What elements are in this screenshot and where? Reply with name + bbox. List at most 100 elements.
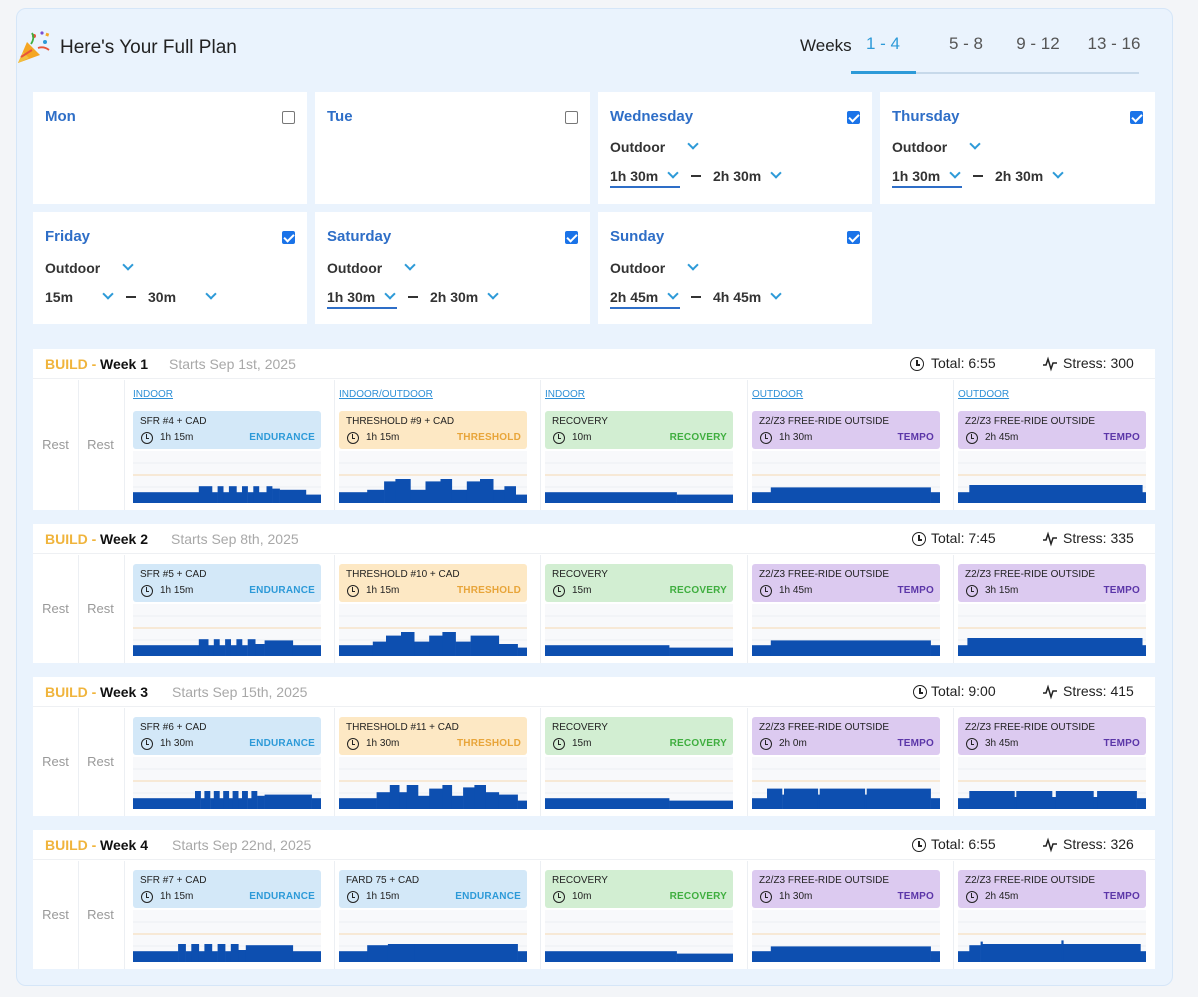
column-divider — [540, 555, 541, 663]
chevron-down-icon[interactable] — [687, 259, 699, 271]
workout[interactable]: THRESHOLD #11 + CAD 1h 30m THRESHOLD — [339, 677, 527, 816]
workout-card[interactable]: Z2/Z3 FREE-RIDE OUTSIDE 2h 45m TEMPO — [958, 870, 1146, 908]
workout-card[interactable]: Z2/Z3 FREE-RIDE OUTSIDE 1h 30m TEMPO — [752, 411, 940, 449]
chevron-down-icon[interactable] — [1052, 167, 1064, 179]
max-duration-select[interactable]: 2h 30m — [713, 168, 762, 184]
chevron-down-icon[interactable] — [487, 288, 499, 300]
workout[interactable]: OUTDOOR Z2/Z3 FREE-RIDE OUTSIDE 1h 30m T… — [752, 349, 940, 510]
day-checkbox[interactable] — [282, 111, 295, 124]
tab-weeks-9-12[interactable]: 9 - 12 — [1016, 34, 1060, 53]
workout-card[interactable]: Z2/Z3 FREE-RIDE OUTSIDE 3h 15m TEMPO — [958, 564, 1146, 602]
workout-location-link[interactable]: OUTDOOR — [752, 389, 804, 400]
chevron-down-icon[interactable] — [687, 138, 699, 150]
tab-weeks-5-8[interactable]: 5 - 8 — [948, 34, 984, 53]
chevron-down-icon[interactable] — [102, 288, 114, 300]
week-label: Week 2 — [100, 531, 148, 547]
max-duration-select[interactable]: 2h 30m — [995, 168, 1044, 184]
workout-name: Z2/Z3 FREE-RIDE OUTSIDE — [759, 722, 890, 733]
workout[interactable]: Z2/Z3 FREE-RIDE OUTSIDE 2h 45m TEMPO — [958, 830, 1146, 969]
min-duration-select[interactable]: 1h 30m — [610, 168, 659, 184]
min-duration-select[interactable]: 2h 45m — [610, 289, 659, 305]
power-bar — [1140, 951, 1146, 962]
ride-type-select[interactable]: Outdoor — [892, 139, 948, 155]
day-checkbox[interactable] — [565, 111, 578, 124]
workout[interactable]: THRESHOLD #10 + CAD 1h 15m THRESHOLD — [339, 524, 527, 663]
chevron-down-icon[interactable] — [770, 167, 782, 179]
workout[interactable]: SFR #7 + CAD 1h 15m ENDURANCE — [133, 830, 321, 969]
workout[interactable]: Z2/Z3 FREE-RIDE OUTSIDE 2h 0m TEMPO — [752, 677, 940, 816]
ride-type-select[interactable]: Outdoor — [45, 260, 101, 276]
min-duration-select[interactable]: 15m — [45, 289, 74, 305]
ride-type-select[interactable]: Outdoor — [610, 260, 666, 276]
workout[interactable]: Z2/Z3 FREE-RIDE OUTSIDE 1h 45m TEMPO — [752, 524, 940, 663]
max-duration-select[interactable]: 2h 30m — [430, 289, 479, 305]
chevron-down-icon[interactable] — [384, 288, 396, 300]
chevron-down-icon[interactable] — [969, 138, 981, 150]
workout-card[interactable]: RECOVERY 10m RECOVERY — [545, 870, 733, 908]
week-header: BUILD - Week 4 Starts Sep 22nd, 2025 Tot… — [33, 830, 1155, 860]
workout-card[interactable]: RECOVERY 15m RECOVERY — [545, 717, 733, 755]
workout[interactable]: INDOOR RECOVERY 10m RECOVERY — [545, 349, 733, 510]
workout-card[interactable]: SFR #4 + CAD 1h 15m ENDURANCE — [133, 411, 321, 449]
tab-weeks-1-4[interactable]: 1 - 4 — [865, 34, 901, 53]
workout[interactable]: INDOOR SFR #4 + CAD 1h 15m ENDURANCE — [133, 349, 321, 510]
column-divider — [953, 380, 954, 510]
chevron-down-icon[interactable] — [770, 288, 782, 300]
workout[interactable]: SFR #6 + CAD 1h 30m ENDURANCE — [133, 677, 321, 816]
day-checkbox[interactable] — [847, 231, 860, 244]
workout-location-link[interactable]: OUTDOOR — [958, 389, 1010, 400]
workout[interactable]: FARD 75 + CAD 1h 15m ENDURANCE — [339, 830, 527, 969]
workout[interactable]: Z2/Z3 FREE-RIDE OUTSIDE 1h 30m TEMPO — [752, 830, 940, 969]
power-bar — [217, 486, 224, 503]
workout-card[interactable]: Z2/Z3 FREE-RIDE OUTSIDE 1h 30m TEMPO — [752, 870, 940, 908]
min-duration-select[interactable]: 1h 30m — [892, 168, 941, 184]
chevron-down-icon[interactable] — [404, 259, 416, 271]
workout[interactable]: Z2/Z3 FREE-RIDE OUTSIDE 3h 15m TEMPO — [958, 524, 1146, 663]
day-checkbox[interactable] — [1130, 111, 1143, 124]
workout-card[interactable]: Z2/Z3 FREE-RIDE OUTSIDE 2h 0m TEMPO — [752, 717, 940, 755]
workout-card[interactable]: THRESHOLD #9 + CAD 1h 15m THRESHOLD — [339, 411, 527, 449]
day-checkbox[interactable] — [565, 231, 578, 244]
workout-location-link[interactable]: INDOOR — [133, 389, 173, 400]
workout[interactable]: RECOVERY 15m RECOVERY — [545, 677, 733, 816]
tab-weeks-13-16[interactable]: 13 - 16 — [1087, 34, 1141, 53]
workout-location-link[interactable]: INDOOR/OUTDOOR — [339, 389, 433, 400]
chevron-down-icon[interactable] — [205, 288, 217, 300]
workout[interactable]: OUTDOOR Z2/Z3 FREE-RIDE OUTSIDE 2h 45m T… — [958, 349, 1146, 510]
workout-card[interactable]: SFR #7 + CAD 1h 15m ENDURANCE — [133, 870, 321, 908]
power-bar — [255, 644, 265, 656]
chevron-down-icon[interactable] — [667, 288, 679, 300]
power-bar — [212, 492, 218, 503]
ride-type-select[interactable]: Outdoor — [610, 139, 666, 155]
workout-power-chart — [752, 757, 940, 809]
max-duration-select[interactable]: 30m — [148, 289, 177, 305]
workout-card[interactable]: RECOVERY 10m RECOVERY — [545, 411, 733, 449]
workout[interactable]: Z2/Z3 FREE-RIDE OUTSIDE 3h 45m TEMPO — [958, 677, 1146, 816]
day-checkbox[interactable] — [847, 111, 860, 124]
workout-card[interactable]: SFR #5 + CAD 1h 15m ENDURANCE — [133, 564, 321, 602]
workout[interactable]: INDOOR/OUTDOOR THRESHOLD #9 + CAD 1h 15m… — [339, 349, 527, 510]
ride-type-select[interactable]: Outdoor — [327, 260, 383, 276]
max-duration-select[interactable]: 4h 45m — [713, 289, 762, 305]
workout-name: THRESHOLD #10 + CAD — [346, 569, 460, 580]
workout-card[interactable]: SFR #6 + CAD 1h 30m ENDURANCE — [133, 717, 321, 755]
workout[interactable]: RECOVERY 15m RECOVERY — [545, 524, 733, 663]
workout-card[interactable]: RECOVERY 15m RECOVERY — [545, 564, 733, 602]
workout-card[interactable]: THRESHOLD #10 + CAD 1h 15m THRESHOLD — [339, 564, 527, 602]
workout[interactable]: SFR #5 + CAD 1h 15m ENDURANCE — [133, 524, 321, 663]
workout-card[interactable]: Z2/Z3 FREE-RIDE OUTSIDE 3h 45m TEMPO — [958, 717, 1146, 755]
day-checkbox[interactable] — [282, 231, 295, 244]
workout-card[interactable]: Z2/Z3 FREE-RIDE OUTSIDE 2h 45m TEMPO — [958, 411, 1146, 449]
workout-card[interactable]: FARD 75 + CAD 1h 15m ENDURANCE — [339, 870, 527, 908]
workout-location-link[interactable]: INDOOR — [545, 389, 585, 400]
power-bar — [455, 641, 471, 656]
column-divider — [747, 708, 748, 816]
workout-card[interactable]: THRESHOLD #11 + CAD 1h 30m THRESHOLD — [339, 717, 527, 755]
workout[interactable]: RECOVERY 10m RECOVERY — [545, 830, 733, 969]
chevron-down-icon[interactable] — [949, 167, 961, 179]
chevron-down-icon[interactable] — [667, 167, 679, 179]
power-bar — [864, 794, 867, 809]
workout-card[interactable]: Z2/Z3 FREE-RIDE OUTSIDE 1h 45m TEMPO — [752, 564, 940, 602]
chevron-down-icon[interactable] — [122, 259, 134, 271]
min-duration-select[interactable]: 1h 30m — [327, 289, 376, 305]
